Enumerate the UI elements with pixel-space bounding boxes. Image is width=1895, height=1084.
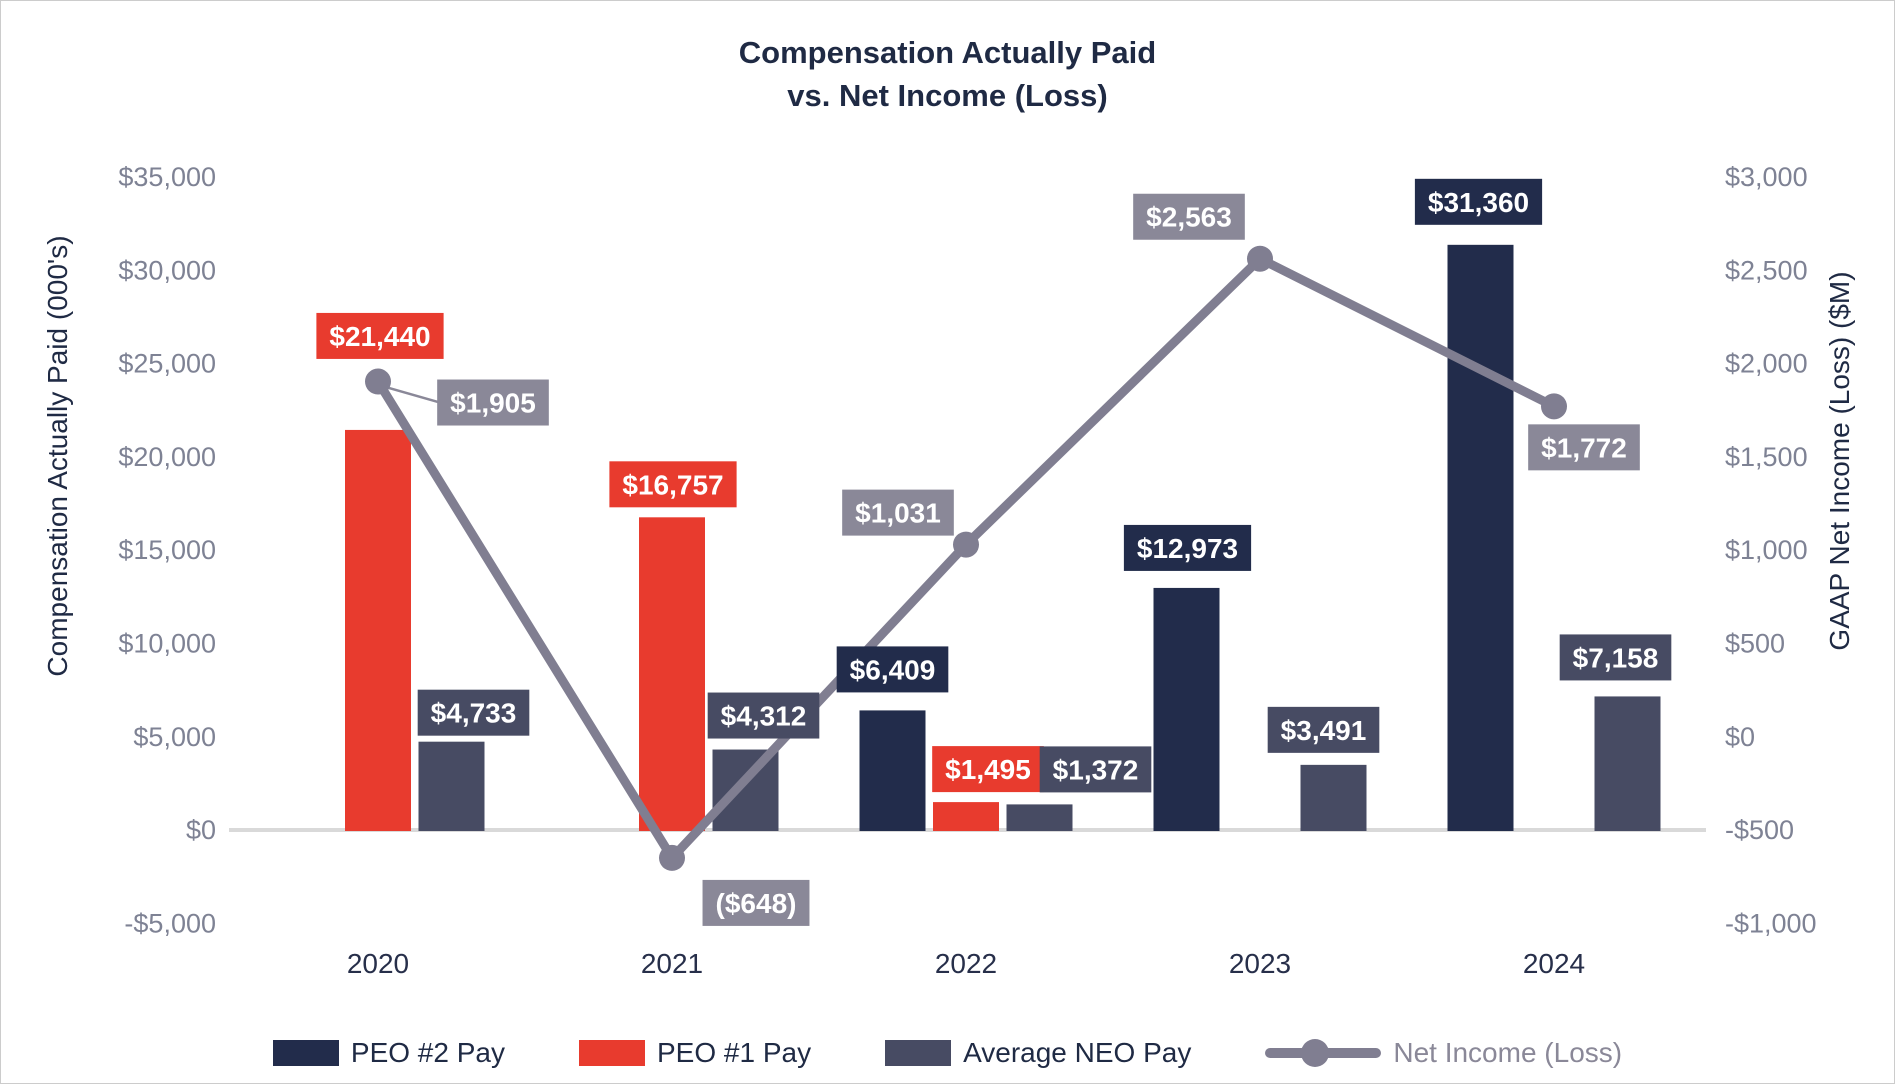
bar-value-label: $1,495 — [932, 746, 1044, 793]
svg-text:$3,491: $3,491 — [1281, 715, 1367, 746]
bar-value-label: $16,757 — [609, 461, 737, 508]
svg-text:$1,372: $1,372 — [1053, 754, 1139, 785]
left-axis-tick: $5,000 — [133, 722, 216, 752]
bar-peo-2-pay-2024 — [1447, 244, 1514, 832]
bar-peo-1-pay-2022 — [933, 802, 999, 831]
bar-value-label: $3,491 — [1267, 706, 1380, 753]
right-axis-tick: -$1,000 — [1725, 908, 1817, 938]
bar-value-label: $31,360 — [1414, 178, 1543, 225]
legend-item-peo2: PEO #2 Pay — [272, 1037, 505, 1069]
line-value-label: $2,563 — [1133, 193, 1245, 240]
legend-swatch-peo1 — [578, 1040, 645, 1066]
line-point-2022 — [953, 531, 979, 558]
left-axis-tick: $25,000 — [118, 349, 216, 379]
legend: PEO #2 Pay PEO #1 Pay Average NEO Pay Ne… — [1, 1037, 1894, 1069]
bar-value-label: $4,312 — [707, 692, 820, 739]
legend-line-marker-icon — [1265, 1039, 1382, 1067]
bar-peo-1-pay-2021 — [639, 517, 705, 831]
bar-average-neo-pay-2024 — [1594, 696, 1661, 831]
bar-peo-2-pay-2022 — [859, 710, 926, 831]
chart-title-line1: Compensation Actually Paid — [738, 35, 1157, 70]
bar-average-neo-pay-2020 — [418, 741, 485, 831]
line-point-2024 — [1541, 393, 1567, 420]
left-axis-tick: $0 — [186, 815, 216, 845]
line-value-label: $1,905 — [437, 379, 549, 426]
svg-text:$6,409: $6,409 — [850, 654, 936, 685]
x-axis-year-label: 2020 — [347, 948, 409, 979]
svg-text:$1,031: $1,031 — [855, 498, 941, 529]
svg-text:$4,312: $4,312 — [721, 701, 807, 732]
right-axis-tick: $1,000 — [1725, 535, 1808, 565]
right-axis-title: GAAP Net Income (Loss) ($M) — [1824, 271, 1855, 651]
right-axis-tick: -$500 — [1725, 815, 1794, 845]
right-axis-tick: $3,000 — [1725, 162, 1808, 192]
line-point-2023 — [1247, 245, 1273, 272]
x-axis-year-label: 2021 — [641, 948, 703, 979]
legend-item-peo1: PEO #1 Pay — [578, 1037, 812, 1069]
line-value-label: $1,031 — [842, 489, 954, 536]
legend-item-neo: Average NEO Pay — [885, 1037, 1191, 1069]
right-axis-tick: $2,000 — [1725, 349, 1808, 379]
legend-item-net-income: Net Income (Loss) — [1265, 1037, 1622, 1069]
chart-title: Compensation Actually Paid vs. Net Incom… — [1, 31, 1894, 118]
svg-text:$1,495: $1,495 — [945, 754, 1031, 785]
right-axis-tick: $2,500 — [1725, 255, 1808, 285]
line-point-2020 — [365, 368, 391, 395]
legend-label-net-income: Net Income (Loss) — [1393, 1037, 1623, 1068]
left-axis-title: Compensation Actually Paid (000's) — [42, 235, 73, 677]
bar-value-label: $12,973 — [1123, 524, 1252, 571]
bar-peo-2-pay-2023 — [1153, 587, 1220, 831]
svg-text:$16,757: $16,757 — [622, 469, 723, 500]
legend-label-peo2: PEO #2 Pay — [350, 1037, 505, 1068]
svg-text:$7,158: $7,158 — [1573, 642, 1659, 673]
line-value-label: $1,772 — [1528, 424, 1640, 471]
left-axis-tick: $10,000 — [118, 629, 216, 659]
left-axis-tick: $30,000 — [118, 255, 216, 285]
left-axis-tick: -$5,000 — [124, 908, 216, 938]
bar-value-label: $6,409 — [836, 646, 949, 693]
bar-value-label: $4,733 — [417, 689, 530, 736]
svg-text:$31,360: $31,360 — [1428, 187, 1529, 218]
chart-title-line2: vs. Net Income (Loss) — [787, 78, 1108, 114]
right-axis-tick: $500 — [1725, 629, 1785, 659]
left-axis-tick: $35,000 — [118, 162, 216, 192]
line-point-2021 — [659, 844, 685, 871]
x-axis-year-label: 2023 — [1229, 948, 1291, 979]
x-axis-year-label: 2022 — [935, 948, 997, 979]
legend-label-peo1: PEO #1 Pay — [656, 1037, 812, 1068]
bar-peo-1-pay-2020 — [345, 429, 411, 831]
left-axis-tick: $15,000 — [118, 535, 216, 565]
svg-text:$4,733: $4,733 — [431, 698, 517, 729]
legend-swatch-neo — [885, 1040, 952, 1066]
legend-swatch-peo2 — [272, 1040, 339, 1066]
svg-text:($648): ($648) — [716, 888, 797, 919]
svg-text:$21,440: $21,440 — [329, 321, 430, 352]
right-axis-tick: $1,500 — [1725, 442, 1808, 472]
line-value-label: ($648) — [702, 879, 810, 926]
bar-value-label: $21,440 — [316, 312, 444, 359]
svg-text:$12,973: $12,973 — [1137, 533, 1238, 564]
legend-label-neo: Average NEO Pay — [963, 1037, 1192, 1068]
bar-value-label: $7,158 — [1559, 634, 1672, 681]
svg-text:$1,772: $1,772 — [1541, 432, 1627, 463]
right-axis-tick: $0 — [1725, 722, 1755, 752]
left-axis-tick: $20,000 — [118, 442, 216, 472]
label-leader-line — [383, 385, 441, 404]
svg-text:$2,563: $2,563 — [1146, 202, 1232, 233]
bar-average-neo-pay-2021 — [712, 749, 779, 831]
x-axis-year-label: 2024 — [1523, 948, 1585, 979]
svg-text:$1,905: $1,905 — [450, 388, 536, 419]
bar-average-neo-pay-2023 — [1300, 764, 1367, 831]
bar-average-neo-pay-2022 — [1006, 804, 1073, 831]
bar-value-label: $1,372 — [1039, 746, 1152, 793]
